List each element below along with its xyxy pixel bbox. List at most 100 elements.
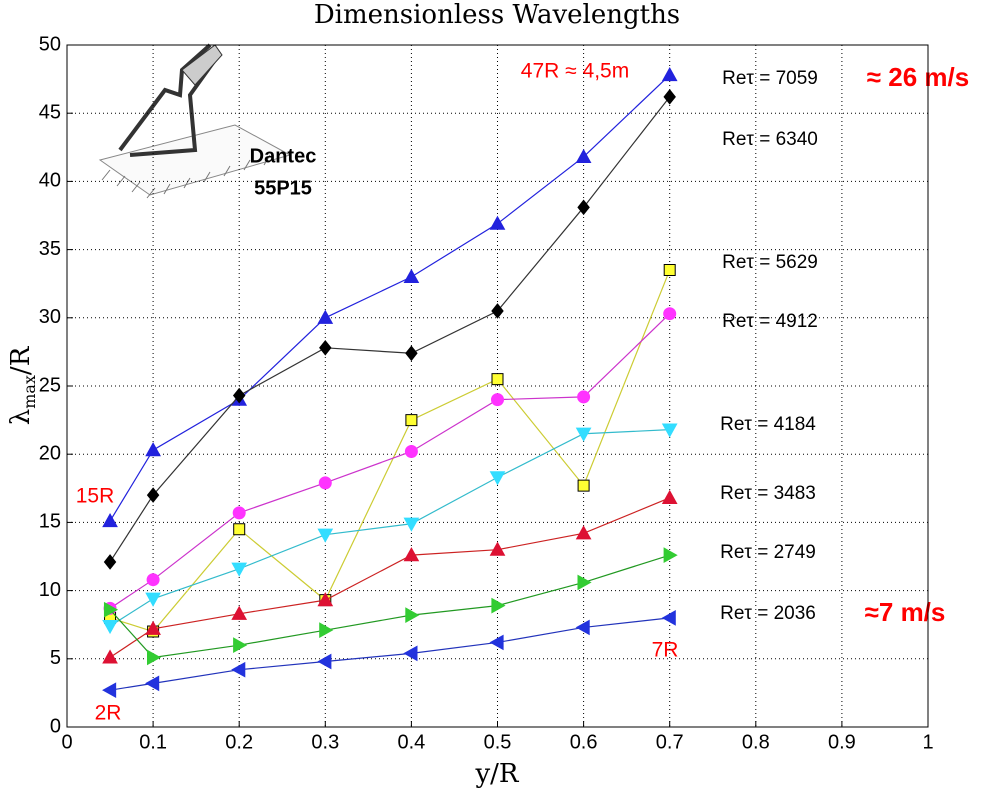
marker xyxy=(491,597,506,614)
y-tick-label: 15 xyxy=(39,511,61,533)
marker xyxy=(102,619,118,635)
marker xyxy=(663,547,678,563)
marker xyxy=(405,607,420,624)
marker xyxy=(575,619,590,636)
annotation: 47R ≈ 4,5m xyxy=(521,60,629,83)
marker xyxy=(405,345,418,362)
y-tick-label: 45 xyxy=(39,101,61,123)
marker xyxy=(232,506,246,520)
y-label-rest: /R xyxy=(6,345,36,375)
marker xyxy=(102,682,117,699)
x-tick-label: 0 xyxy=(61,731,72,753)
marker xyxy=(661,610,676,626)
x-tick-label: 0.1 xyxy=(139,731,167,753)
x-tick-label: 0.5 xyxy=(484,731,512,753)
marker xyxy=(103,554,117,570)
marker xyxy=(663,89,676,105)
series-label: Reτ = 6340 xyxy=(722,129,818,150)
y-label-sub: max xyxy=(20,375,39,409)
marker xyxy=(232,387,246,404)
marker xyxy=(317,309,334,324)
marker xyxy=(489,471,506,486)
probe-name: Dantec xyxy=(250,145,317,167)
y-tick-label: 10 xyxy=(39,579,61,601)
series-label: Reτ = 5629 xyxy=(722,252,818,273)
marker xyxy=(490,393,505,407)
marker xyxy=(146,487,160,503)
marker xyxy=(319,340,332,356)
series-line xyxy=(109,497,670,658)
marker xyxy=(319,622,334,639)
marker xyxy=(489,634,504,651)
marker xyxy=(575,148,592,163)
series-line xyxy=(109,617,670,691)
annotation: 15R xyxy=(76,485,115,508)
y-tick-label: 0 xyxy=(50,715,61,737)
marker xyxy=(233,637,248,654)
y-tick-label: 25 xyxy=(39,374,61,396)
marker xyxy=(577,199,590,216)
x-axis-label: y/R xyxy=(474,759,519,789)
series-line xyxy=(109,96,671,563)
marker xyxy=(577,390,591,404)
marker xyxy=(661,423,678,438)
marker xyxy=(145,620,161,635)
series-label: Reτ = 3483 xyxy=(720,483,816,504)
y-tick-label: 5 xyxy=(50,647,61,669)
marker xyxy=(577,574,592,591)
x-tick-label: 0.4 xyxy=(397,731,425,753)
marker xyxy=(575,427,592,442)
marker xyxy=(103,601,119,618)
series-line xyxy=(109,429,670,627)
marker xyxy=(491,303,504,319)
marker xyxy=(663,307,677,321)
y-axis-label: λmax/R xyxy=(6,345,39,425)
series-label: Reτ = 4912 xyxy=(722,311,818,332)
x-tick-label: 0.7 xyxy=(656,731,684,753)
series-label: Reτ = 2749 xyxy=(720,542,816,563)
x-tick-label: 0.9 xyxy=(828,731,856,753)
annotation: ≈ 26 m/s xyxy=(867,62,969,92)
marker xyxy=(404,444,418,458)
marker xyxy=(663,264,676,277)
y-tick-label: 40 xyxy=(39,170,61,192)
marker xyxy=(318,476,332,490)
series-line xyxy=(109,269,671,633)
chart-title: Dimensionless Wavelengths xyxy=(314,0,680,30)
y-tick-label: 20 xyxy=(39,442,61,464)
series-label: Reτ = 4184 xyxy=(720,414,816,435)
marker xyxy=(403,517,420,532)
marker xyxy=(233,523,246,536)
x-tick-label: 0.6 xyxy=(570,731,598,753)
marker xyxy=(661,66,678,82)
marker xyxy=(146,573,160,587)
x-tick-label: 0.2 xyxy=(225,731,253,753)
marker xyxy=(102,513,118,528)
marker xyxy=(317,592,334,607)
marker xyxy=(231,562,248,577)
marker xyxy=(231,661,246,678)
annotation: ≈7 m/s xyxy=(865,597,946,627)
marker xyxy=(145,592,161,607)
x-tick-label: 0.8 xyxy=(742,731,770,753)
marker xyxy=(577,479,590,492)
marker xyxy=(491,373,504,386)
y-tick-label: 30 xyxy=(39,306,61,328)
marker xyxy=(403,547,420,562)
y-tick-label: 35 xyxy=(39,238,61,260)
marker xyxy=(102,649,118,664)
marker xyxy=(403,645,418,662)
marker xyxy=(489,215,506,230)
marker xyxy=(147,649,162,666)
marker xyxy=(575,525,592,540)
y-label-symbol: λ xyxy=(6,409,36,425)
marker xyxy=(405,414,418,427)
series-label: Reτ = 2036 xyxy=(720,603,816,624)
probe-model: 55P15 xyxy=(254,177,312,199)
series-line xyxy=(109,313,671,609)
plot-frame xyxy=(66,44,929,728)
marker xyxy=(317,653,332,670)
annotation: 7R xyxy=(652,639,679,662)
series-label: Reτ = 7059 xyxy=(722,68,818,89)
